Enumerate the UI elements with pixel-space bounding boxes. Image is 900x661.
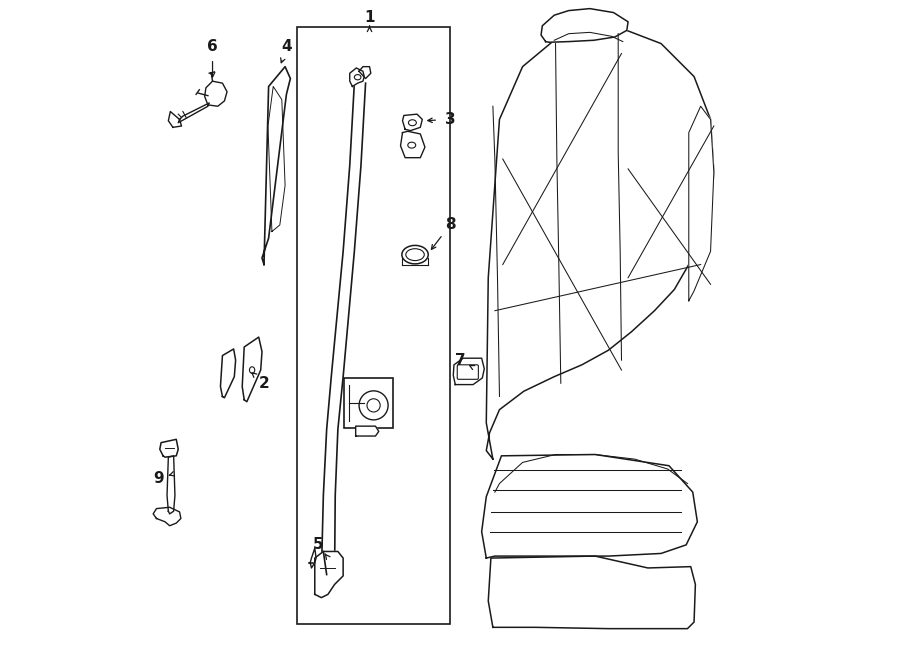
FancyBboxPatch shape <box>457 365 479 379</box>
Polygon shape <box>402 114 422 131</box>
Polygon shape <box>541 9 628 42</box>
Ellipse shape <box>401 245 428 264</box>
Polygon shape <box>350 68 365 87</box>
Polygon shape <box>489 556 696 629</box>
Polygon shape <box>454 358 484 385</box>
Circle shape <box>367 399 380 412</box>
Ellipse shape <box>409 120 417 126</box>
Polygon shape <box>400 132 425 158</box>
Polygon shape <box>242 337 262 402</box>
Polygon shape <box>220 349 236 398</box>
Text: 3: 3 <box>445 112 455 127</box>
Polygon shape <box>688 106 714 301</box>
Polygon shape <box>178 103 209 123</box>
Ellipse shape <box>355 75 361 80</box>
Text: 7: 7 <box>454 353 465 368</box>
Ellipse shape <box>408 142 416 148</box>
Polygon shape <box>153 507 181 525</box>
Polygon shape <box>482 455 698 558</box>
Polygon shape <box>204 81 227 106</box>
Polygon shape <box>486 27 714 459</box>
Text: 8: 8 <box>445 217 455 233</box>
Text: 4: 4 <box>282 40 292 54</box>
FancyBboxPatch shape <box>344 378 392 428</box>
Ellipse shape <box>406 249 424 260</box>
Text: 2: 2 <box>258 375 269 391</box>
Polygon shape <box>315 551 343 598</box>
Polygon shape <box>359 67 371 79</box>
Polygon shape <box>168 112 182 128</box>
Circle shape <box>359 391 388 420</box>
Text: 5: 5 <box>313 537 323 553</box>
Polygon shape <box>167 456 175 514</box>
Ellipse shape <box>249 367 255 373</box>
Polygon shape <box>262 67 291 264</box>
Polygon shape <box>160 440 178 457</box>
Polygon shape <box>356 426 379 436</box>
Bar <box>297 27 450 624</box>
Polygon shape <box>310 548 316 568</box>
Text: 1: 1 <box>364 10 374 24</box>
Text: 9: 9 <box>153 471 164 486</box>
Text: 6: 6 <box>207 40 218 54</box>
